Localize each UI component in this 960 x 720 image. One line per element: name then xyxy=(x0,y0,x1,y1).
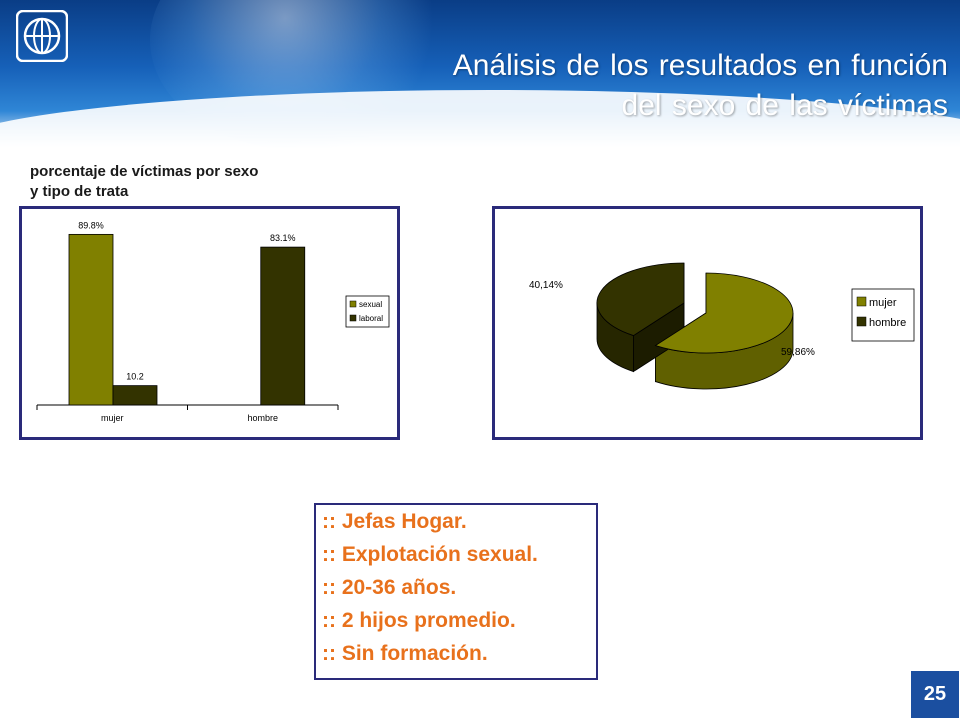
slide-title-line1: Análisis de los resultados en función xyxy=(452,49,948,82)
bar-chart-title-line1: porcentaje de víctimas por sexo xyxy=(30,163,259,180)
data-label: 89.8% xyxy=(78,220,104,230)
slide-title: Análisis de los resultados en función de… xyxy=(453,46,948,126)
bar-chart: mujer 89.8% 10.2 hombre 83.1% sexual laboral xyxy=(36,220,390,423)
summary-item: :: Sin formación. xyxy=(322,642,488,665)
bar-legend: sexual laboral xyxy=(345,295,390,328)
pie-chart-panel: 59,86% 40,14% mujer hombre xyxy=(492,206,923,440)
summary-item: :: Jefas Hogar. xyxy=(322,510,467,533)
slide-title-line2: del sexo de las víctimas xyxy=(621,89,948,122)
summary-item: :: 20-36 años. xyxy=(322,576,457,599)
legend-swatch-laboral xyxy=(349,314,357,322)
bar-chart-title-line2: y tipo de trata xyxy=(30,183,129,200)
page-number: 25 xyxy=(923,683,947,705)
data-label: 10.2 xyxy=(126,372,144,382)
legend-label-hombre: hombre xyxy=(869,317,906,329)
pie-legend: mujer hombre xyxy=(851,288,915,342)
legend-box xyxy=(345,295,390,328)
x-tick-label: mujer xyxy=(101,413,124,423)
legend-label-mujer: mujer xyxy=(869,297,897,309)
x-tick-label: hombre xyxy=(247,413,278,423)
page-number-badge: 25 xyxy=(911,671,959,718)
legend-swatch-sexual xyxy=(349,300,357,308)
legend-swatch-hombre xyxy=(856,316,867,327)
data-label: 83.1% xyxy=(270,233,296,243)
bar-laboral-mujer xyxy=(112,385,158,406)
pie-data-label-mujer: 59,86% xyxy=(781,347,815,358)
legend-swatch-mujer xyxy=(856,296,867,307)
bar-sexual-mujer xyxy=(68,233,114,406)
bar-chart-panel: mujer 89.8% 10.2 hombre 83.1% sexual laboral xyxy=(19,206,400,440)
pie-data-label-hombre: 40,14% xyxy=(529,280,563,291)
summary-item: :: 2 hijos promedio. xyxy=(322,609,516,632)
legend-label-laboral: laboral xyxy=(359,314,383,323)
summary-item: :: Explotación sexual. xyxy=(322,543,538,566)
pie-chart: 59,86% 40,14% mujer hombre xyxy=(529,262,915,390)
summary-box xyxy=(314,503,598,680)
bar-laboral-hombre xyxy=(260,246,306,406)
globe-logo-icon xyxy=(16,10,68,62)
bar-chart-title: porcentaje de víctimas por sexo y tipo d… xyxy=(30,162,258,202)
legend-label-sexual: sexual xyxy=(359,300,382,309)
header-banner xyxy=(0,0,960,148)
pie-slice-mujer xyxy=(654,272,794,354)
pie-slice-hombre xyxy=(596,262,685,337)
